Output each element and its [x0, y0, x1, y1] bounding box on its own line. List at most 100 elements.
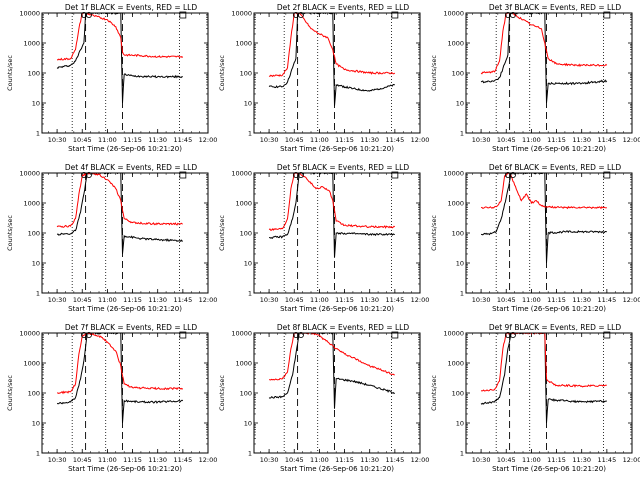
- x-tick-label: 11:00: [310, 456, 329, 464]
- panel-title: Det 4f BLACK = Events, RED = LLD: [65, 163, 198, 172]
- y-axis-label: Counts/sec: [6, 215, 14, 251]
- x-axis-label: Start Time (26-Sep-06 10:21:20): [68, 465, 182, 473]
- circle-marker: [509, 331, 516, 338]
- x-axis-label: Start Time (26-Sep-06 10:21:20): [492, 145, 606, 153]
- x-tick-label: 11:00: [522, 456, 541, 464]
- y-tick-label: 1000: [235, 200, 252, 208]
- y-tick-label: 1000: [447, 360, 464, 368]
- panel-det-9: 1 10 100 1000 10000 10:30 10:45 11:00 11:15 11:30…: [430, 323, 640, 473]
- y-tick-label: 1000: [447, 200, 464, 208]
- x-tick-label: 12:00: [623, 296, 640, 304]
- y-tick-label: 100: [28, 70, 40, 78]
- series-group: [56, 333, 184, 424]
- series-group: [268, 13, 396, 106]
- x-tick-label: 11:00: [98, 296, 117, 304]
- y-axis-label: Counts/sec: [6, 375, 14, 411]
- lld-series-line: [480, 173, 607, 210]
- x-tick-label: 12:00: [199, 456, 218, 464]
- panel-det-3: 1 10 100 1000 10000 10:30 10:45 11:00 11:15 11:30…: [430, 3, 640, 153]
- y-axis-label: Counts/sec: [218, 215, 226, 251]
- y-tick-label: 10: [244, 420, 252, 428]
- y-tick-label: 1: [36, 290, 40, 298]
- x-tick-label: 10:30: [472, 296, 491, 304]
- y-tick-label: 1: [36, 450, 40, 458]
- x-tick-label: 12:00: [411, 296, 430, 304]
- plot-frame: [465, 332, 633, 454]
- lld-series-line: [56, 13, 184, 61]
- plot-frame: [253, 12, 421, 134]
- y-tick-label: 100: [452, 230, 464, 238]
- x-tick-label: 10:45: [285, 136, 304, 144]
- panel-title: Det 9f BLACK = Events, RED = LLD: [489, 323, 622, 332]
- circle-marker: [297, 171, 304, 178]
- x-tick-label: 11:45: [597, 456, 616, 464]
- panel-det-1: 1 10 100 1000 10000 10:30 10:45 11:00 11:15 11:30…: [6, 3, 217, 153]
- circle-marker: [297, 11, 304, 18]
- x-tick-label: 11:45: [597, 296, 616, 304]
- x-tick-label: 11:45: [385, 136, 404, 144]
- panel-title: Det 5f BLACK = Events, RED = LLD: [277, 163, 410, 172]
- x-tick-label: 12:00: [623, 456, 640, 464]
- x-tick-label: 11:15: [547, 136, 566, 144]
- y-tick-label: 10: [32, 420, 40, 428]
- y-tick-label: 1: [460, 290, 464, 298]
- x-tick-label: 10:30: [260, 296, 279, 304]
- y-tick-label: 10000: [231, 330, 252, 338]
- x-tick-label: 11:00: [522, 296, 541, 304]
- x-tick-label: 10:45: [73, 456, 92, 464]
- panel-det-8: 1 10 100 1000 10000 10:30 10:45 11:00 11:15 11:30…: [218, 323, 429, 473]
- y-axis-label: Counts/sec: [218, 55, 226, 91]
- y-tick-label: 100: [452, 70, 464, 78]
- x-tick-label: 11:30: [572, 296, 591, 304]
- y-tick-label: 10000: [231, 170, 252, 178]
- events-series-line: [481, 173, 607, 264]
- x-tick-label: 11:30: [148, 456, 167, 464]
- x-tick-label: 10:45: [497, 136, 516, 144]
- x-axis-label: Start Time (26-Sep-06 10:21:20): [280, 465, 394, 473]
- square-marker: [391, 171, 399, 179]
- series-group: [56, 173, 184, 255]
- series-group: [268, 173, 396, 258]
- x-tick-label: 11:30: [360, 136, 379, 144]
- x-axis-label: Start Time (26-Sep-06 10:21:20): [68, 305, 182, 313]
- x-tick-label: 12:00: [623, 136, 640, 144]
- x-axis-label: Start Time (26-Sep-06 10:21:20): [280, 305, 394, 313]
- panel-det-7: 1 10 100 1000 10000 10:30 10:45 11:00 11:15 11:30…: [6, 323, 217, 473]
- panel-title: Det 1f BLACK = Events, RED = LLD: [65, 3, 198, 12]
- x-tick-label: 10:30: [48, 456, 67, 464]
- x-tick-label: 11:45: [173, 136, 192, 144]
- x-tick-label: 10:30: [260, 456, 279, 464]
- x-tick-label: 11:30: [572, 456, 591, 464]
- plot-frame: [41, 12, 209, 134]
- x-tick-label: 11:00: [98, 136, 117, 144]
- x-tick-label: 11:30: [360, 456, 379, 464]
- x-tick-label: 10:45: [497, 296, 516, 304]
- square-marker: [179, 171, 187, 179]
- y-tick-label: 10000: [443, 10, 464, 18]
- x-axis-label: Start Time (26-Sep-06 10:21:20): [492, 465, 606, 473]
- y-tick-label: 10: [456, 420, 464, 428]
- y-tick-label: 10000: [19, 10, 40, 18]
- y-axis-label: Counts/sec: [218, 375, 226, 411]
- y-tick-label: 10000: [443, 170, 464, 178]
- x-tick-label: 10:45: [285, 296, 304, 304]
- x-tick-label: 11:15: [123, 456, 142, 464]
- square-marker: [603, 331, 611, 339]
- x-tick-label: 10:30: [472, 136, 491, 144]
- x-axis-label: Start Time (26-Sep-06 10:21:20): [280, 145, 394, 153]
- x-tick-label: 11:15: [123, 136, 142, 144]
- plot-frame: [465, 172, 633, 294]
- series-group: [480, 333, 608, 424]
- x-tick-label: 10:30: [472, 456, 491, 464]
- x-tick-label: 12:00: [199, 136, 218, 144]
- x-tick-label: 10:45: [285, 456, 304, 464]
- lld-series-line: [268, 173, 396, 231]
- panel-title: Det 6f BLACK = Events, RED = LLD: [489, 163, 622, 172]
- x-tick-label: 10:30: [260, 136, 279, 144]
- panel-det-4: 1 10 100 1000 10000 10:30 10:45 11:00 11:15 11:30…: [6, 163, 217, 313]
- y-tick-label: 100: [28, 390, 40, 398]
- x-tick-label: 11:45: [597, 136, 616, 144]
- series-group: [268, 333, 396, 409]
- events-series-line: [480, 13, 608, 104]
